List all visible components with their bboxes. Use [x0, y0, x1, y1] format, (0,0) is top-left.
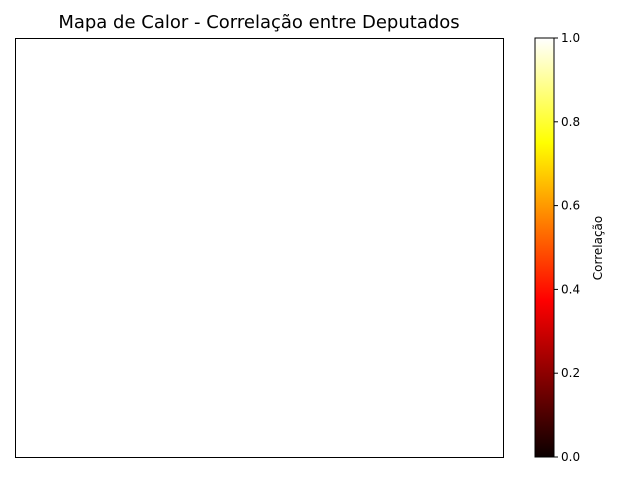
colorbar-tick-label: 0.0	[561, 450, 580, 464]
colorbar-label: Correlação	[591, 215, 605, 281]
colorbar-tick-label: 0.8	[561, 115, 580, 129]
chart-title: Mapa de Calor - Correlação entre Deputad…	[58, 12, 460, 33]
heatmap-plot-area	[15, 38, 504, 458]
colorbar-tick-label: 0.4	[561, 282, 580, 296]
colorbar-tick-label: 0.2	[561, 366, 580, 380]
colorbar-ticks: 0.0 0.2 0.4 0.6 0.8 1.0	[554, 31, 580, 464]
colorbar-tick-label: 0.6	[561, 199, 580, 213]
colorbar-tick-label: 1.0	[561, 31, 580, 45]
colorbar	[534, 37, 555, 458]
